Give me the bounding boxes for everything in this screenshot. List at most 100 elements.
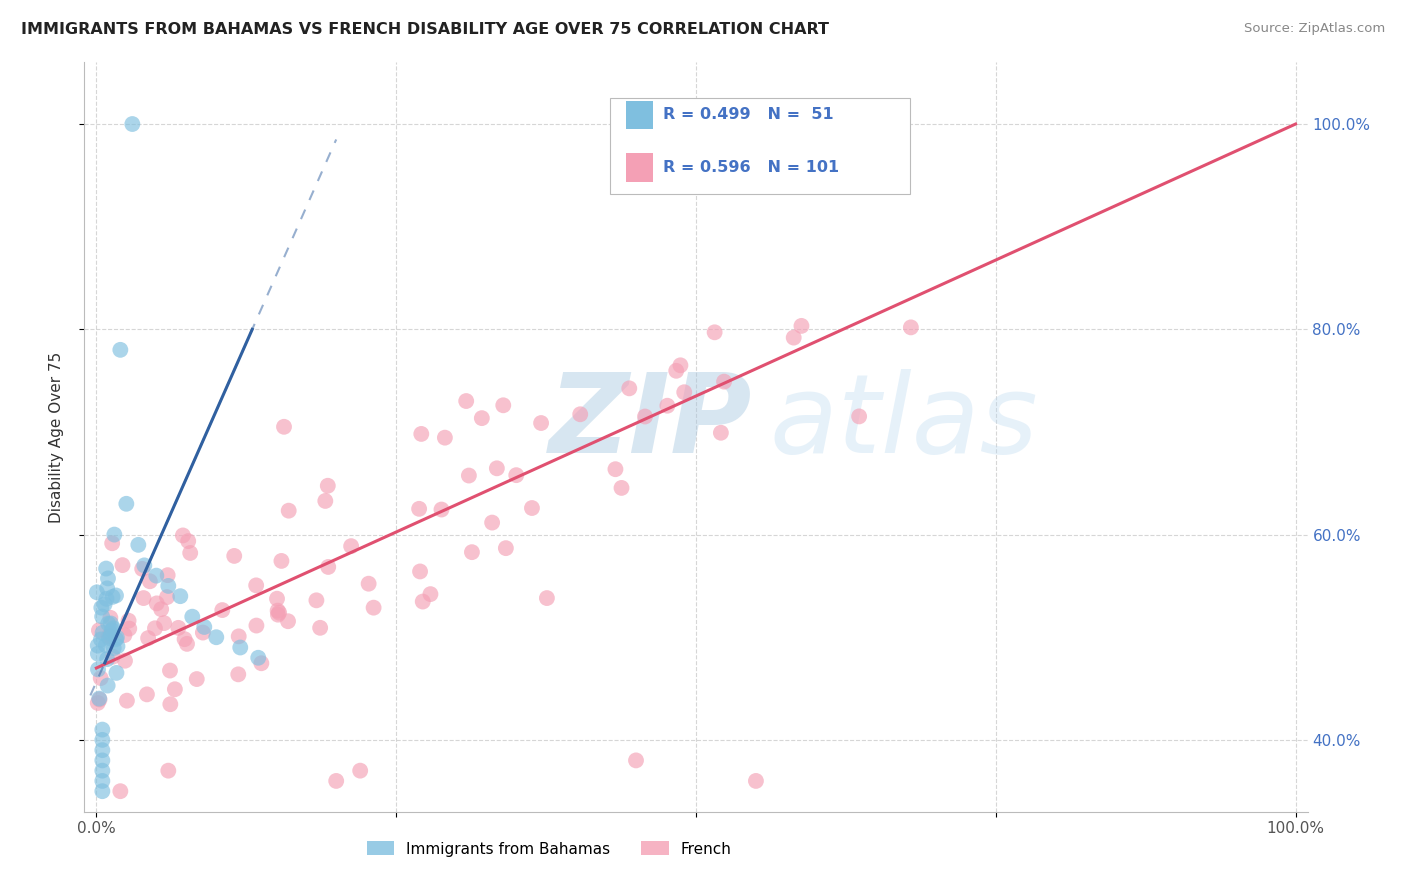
Point [115, 693, 138, 707]
Point [245, 618, 267, 632]
Point [101, 649, 124, 664]
Point [153, 616, 176, 631]
Point [114, 628, 136, 642]
Point [269, 606, 291, 620]
Point [103, 527, 125, 541]
Point [90, 632, 112, 647]
Point [325, 773, 347, 788]
Point [157, 764, 180, 778]
Point [100, 626, 122, 640]
Point [91, 625, 114, 640]
FancyBboxPatch shape [610, 97, 910, 194]
Point [156, 568, 179, 582]
Point [273, 419, 295, 434]
Point [91, 773, 114, 788]
Point [340, 539, 363, 553]
Point [139, 574, 162, 589]
Point [91, 784, 114, 798]
Point [205, 630, 228, 644]
Point [277, 504, 299, 518]
Point [136, 687, 159, 701]
Point [87, 624, 110, 638]
Point [118, 622, 141, 636]
Point [703, 326, 725, 340]
Point [91, 764, 114, 778]
Point [157, 579, 180, 593]
Point [193, 620, 215, 634]
Point [433, 431, 456, 445]
Point [520, 501, 543, 516]
Point [471, 411, 494, 425]
Point [177, 534, 200, 549]
Point [105, 665, 128, 680]
Point [673, 385, 696, 400]
Point [309, 621, 332, 635]
Point [492, 398, 515, 412]
Point [266, 604, 288, 618]
Point [101, 624, 124, 638]
Point [100, 629, 122, 643]
Point [224, 549, 246, 563]
Text: IMMIGRANTS FROM BAHAMAS VS FRENCH DISABILITY AGE OVER 75 CORRELATION CHART: IMMIGRANTS FROM BAHAMAS VS FRENCH DISABI… [21, 22, 830, 37]
Point [90, 671, 112, 685]
Point [91, 609, 114, 624]
Point [94, 561, 117, 575]
Point [461, 545, 484, 559]
Point [104, 632, 127, 647]
Point [98, 631, 121, 645]
Point [111, 558, 134, 573]
Point [159, 697, 181, 711]
Point [624, 753, 647, 767]
Point [97, 629, 120, 643]
Point [349, 764, 371, 778]
Point [363, 600, 385, 615]
Point [98, 611, 121, 625]
Point [277, 614, 299, 628]
Point [89, 692, 111, 706]
Point [121, 117, 143, 131]
Text: R = 0.499   N =  51: R = 0.499 N = 51 [664, 107, 834, 122]
Point [114, 654, 136, 668]
Point [900, 320, 922, 334]
Point [97, 616, 120, 631]
Point [314, 494, 336, 508]
Point [536, 591, 558, 605]
Point [665, 364, 688, 378]
Point [105, 631, 128, 645]
FancyBboxPatch shape [626, 153, 654, 182]
Point [228, 629, 250, 643]
Point [610, 481, 633, 495]
Point [411, 426, 433, 441]
Point [457, 468, 479, 483]
Point [247, 650, 270, 665]
Legend: Immigrants from Bahamas, French: Immigrants from Bahamas, French [367, 841, 731, 856]
Text: Source: ZipAtlas.com: Source: ZipAtlas.com [1244, 22, 1385, 36]
Point [745, 773, 768, 788]
Point [96, 591, 118, 606]
Point [110, 784, 132, 798]
Point [481, 516, 503, 530]
FancyBboxPatch shape [626, 101, 654, 129]
Point [790, 318, 813, 333]
Point [316, 560, 339, 574]
Point [145, 596, 167, 610]
Point [167, 621, 190, 635]
Point [91, 723, 114, 737]
Point [103, 621, 125, 635]
Point [408, 501, 430, 516]
Point [96, 652, 118, 666]
Point [143, 621, 166, 635]
Point [97, 571, 120, 585]
Point [267, 607, 290, 622]
Point [657, 399, 679, 413]
Point [156, 590, 179, 604]
Point [97, 679, 120, 693]
Point [179, 546, 201, 560]
Point [86, 585, 108, 599]
Point [186, 672, 208, 686]
Point [605, 462, 627, 476]
Point [191, 625, 214, 640]
Point [87, 662, 110, 676]
Point [100, 616, 122, 631]
Point [430, 502, 453, 516]
